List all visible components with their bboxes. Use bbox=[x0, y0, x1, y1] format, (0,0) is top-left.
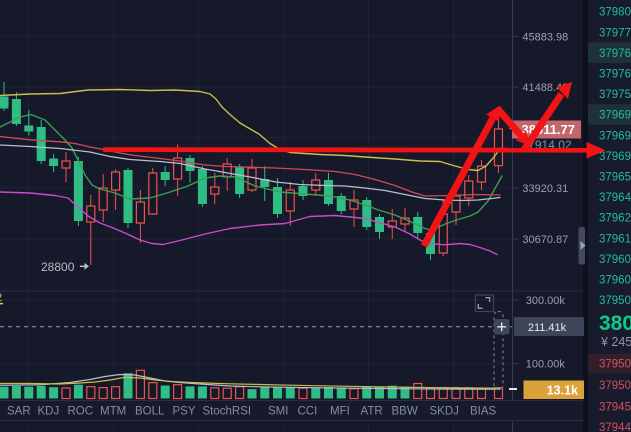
svg-text:37950: 37950 bbox=[599, 359, 631, 371]
svg-text:SKDJ: SKDJ bbox=[430, 406, 459, 418]
svg-text:MTM: MTM bbox=[100, 406, 126, 418]
svg-text:37969: 37969 bbox=[599, 151, 631, 163]
svg-text:37960: 37960 bbox=[599, 254, 631, 266]
svg-text:37964: 37964 bbox=[599, 192, 631, 204]
svg-text:100.00k: 100.00k bbox=[526, 359, 566, 371]
svg-text:37962: 37962 bbox=[599, 213, 631, 225]
svg-text:37944: 37944 bbox=[599, 422, 631, 432]
svg-text:37969: 37969 bbox=[599, 130, 631, 142]
svg-text:37976: 37976 bbox=[599, 48, 631, 60]
svg-text:BBW: BBW bbox=[392, 406, 418, 418]
svg-text:37976: 37976 bbox=[599, 69, 631, 81]
svg-text:37965: 37965 bbox=[599, 172, 631, 184]
svg-text:37961: 37961 bbox=[599, 233, 631, 245]
svg-text:SAR: SAR bbox=[7, 406, 31, 418]
svg-text:30670.87: 30670.87 bbox=[522, 234, 568, 246]
svg-text:41488.42: 41488.42 bbox=[522, 82, 568, 94]
svg-text:37950: 37950 bbox=[599, 380, 631, 392]
svg-text:45883.98: 45883.98 bbox=[522, 32, 568, 44]
svg-text:ROC: ROC bbox=[68, 406, 94, 418]
svg-text:37975: 37975 bbox=[599, 89, 631, 101]
svg-text:PSY: PSY bbox=[173, 406, 196, 418]
svg-text:StochRSI: StochRSI bbox=[203, 406, 252, 418]
svg-text:33920.31: 33920.31 bbox=[522, 183, 568, 195]
svg-text:¥ 245,574.9: ¥ 245,574.9 bbox=[600, 335, 631, 349]
svg-text:BOLL: BOLL bbox=[135, 406, 165, 418]
svg-text:SMI: SMI bbox=[268, 406, 288, 418]
svg-text:37945: 37945 bbox=[599, 401, 631, 413]
svg-text:KDJ: KDJ bbox=[38, 406, 60, 418]
svg-text:ATR: ATR bbox=[361, 406, 383, 418]
svg-text:37950: 37950 bbox=[599, 295, 631, 307]
svg-text:37980: 37980 bbox=[599, 7, 631, 19]
svg-text:211.41k: 211.41k bbox=[528, 322, 567, 334]
svg-text:37977: 37977 bbox=[599, 27, 631, 39]
svg-text:38011.7: 38011.7 bbox=[599, 312, 631, 335]
svg-text:37960: 37960 bbox=[599, 275, 631, 287]
svg-text:CCI: CCI bbox=[298, 406, 318, 418]
svg-text:13.1k: 13.1k bbox=[547, 384, 578, 398]
svg-text:BIAS: BIAS bbox=[470, 406, 497, 418]
svg-text:38011.77: 38011.77 bbox=[522, 122, 576, 137]
svg-text:300.00k: 300.00k bbox=[526, 295, 566, 307]
svg-text:2: 2 bbox=[0, 292, 2, 304]
svg-text:MFI: MFI bbox=[330, 406, 350, 418]
svg-text:28800: 28800 bbox=[41, 260, 75, 274]
svg-text:37969: 37969 bbox=[599, 110, 631, 122]
